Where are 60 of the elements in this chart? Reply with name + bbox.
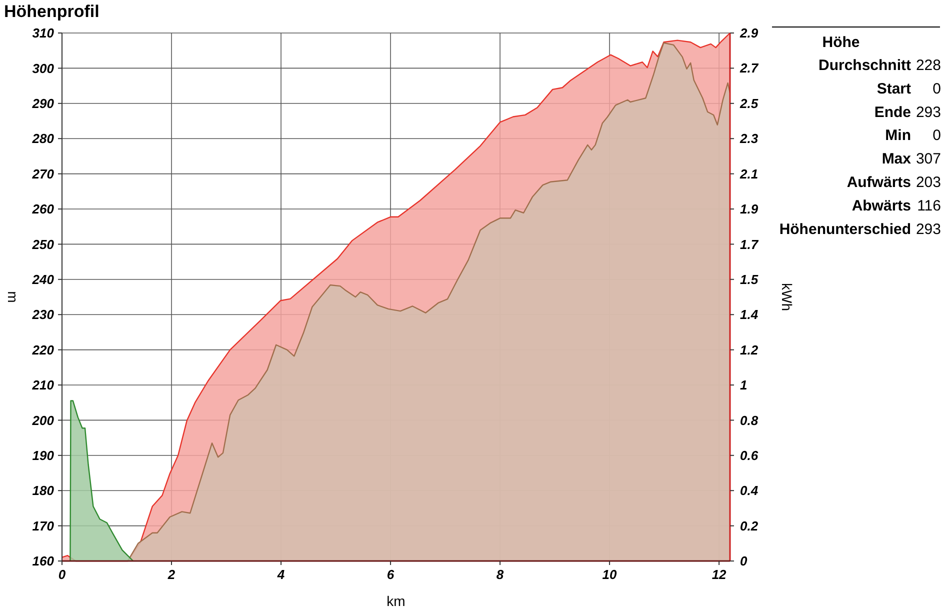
text: Ende — [874, 104, 911, 121]
y-tick-label: 270 — [31, 166, 55, 182]
y-tick-label: 210 — [31, 378, 55, 393]
text: Durchschnitt — [818, 57, 911, 74]
text: 228 — [916, 57, 941, 74]
text: Aufwärts — [846, 174, 911, 191]
y-tick-label: 190 — [32, 448, 55, 463]
x-tick-label: 8 — [496, 567, 504, 582]
x-tick-label: 10 — [602, 567, 618, 582]
y-tick-label: 230 — [31, 307, 55, 322]
y-tick-label: 300 — [32, 60, 55, 76]
y2-tick-label: 2.5 — [739, 96, 759, 111]
text: 307 — [916, 150, 941, 168]
text: Abwärts — [852, 197, 911, 214]
y-tick-label: 290 — [31, 96, 55, 111]
y2-tick-label: 1.4 — [740, 307, 759, 322]
text: Start — [876, 80, 911, 98]
x-tick-label: 4 — [276, 567, 286, 582]
y-tick-label: 170 — [32, 518, 55, 534]
text: 293 — [916, 220, 941, 238]
y2-axis-title: kWh — [779, 283, 795, 311]
text: 116 — [917, 197, 941, 214]
text: Höhe — [822, 34, 860, 51]
y2-tick-label: 0 — [740, 554, 748, 569]
y2-tick-label: 1.5 — [740, 272, 759, 287]
y-tick-label: 310 — [32, 26, 55, 41]
y2-tick-label: 1 — [740, 378, 748, 393]
x-tick-label: 2 — [166, 567, 176, 582]
x-tick-label: 6 — [386, 567, 395, 582]
text: Höhenunterschied — [779, 220, 911, 238]
y-tick-label: 280 — [31, 131, 55, 146]
y2-tick-label: 1.2 — [740, 342, 759, 358]
text: 0 — [932, 127, 941, 144]
text: Min — [885, 127, 911, 144]
text: 293 — [916, 104, 941, 121]
chart-title: Höhenprofil — [4, 2, 100, 21]
y2-tick-label: 2.3 — [739, 131, 759, 146]
x-tick-label: 0 — [58, 567, 66, 582]
text: 203 — [916, 174, 941, 191]
y-tick-label: 180 — [32, 483, 55, 498]
y-tick-label: 250 — [31, 236, 55, 252]
y-tick-label: 200 — [31, 412, 55, 428]
text: Max — [882, 150, 912, 168]
y-tick-label: 160 — [32, 554, 55, 569]
y2-tick-label: 0.6 — [740, 448, 759, 463]
y-axis-title: m — [5, 291, 21, 303]
text: 0 — [932, 80, 941, 98]
y2-tick-label: 0.8 — [740, 412, 759, 428]
x-axis-title: km — [386, 593, 406, 609]
y-tick-label: 260 — [31, 202, 55, 217]
y2-tick-label: 1.7 — [740, 236, 759, 252]
y2-tick-label: 0.4 — [740, 483, 759, 498]
x-tick-label: 12 — [712, 567, 728, 582]
y2-tick-label: 2.9 — [739, 26, 759, 41]
y2-tick-label: 1.9 — [740, 202, 759, 217]
y-tick-label: 240 — [31, 272, 55, 287]
y2-tick-label: 2.7 — [739, 60, 759, 76]
y-tick-label: 220 — [31, 342, 55, 358]
y2-tick-label: 0.2 — [740, 518, 759, 534]
y2-tick-label: 2.1 — [739, 166, 758, 182]
